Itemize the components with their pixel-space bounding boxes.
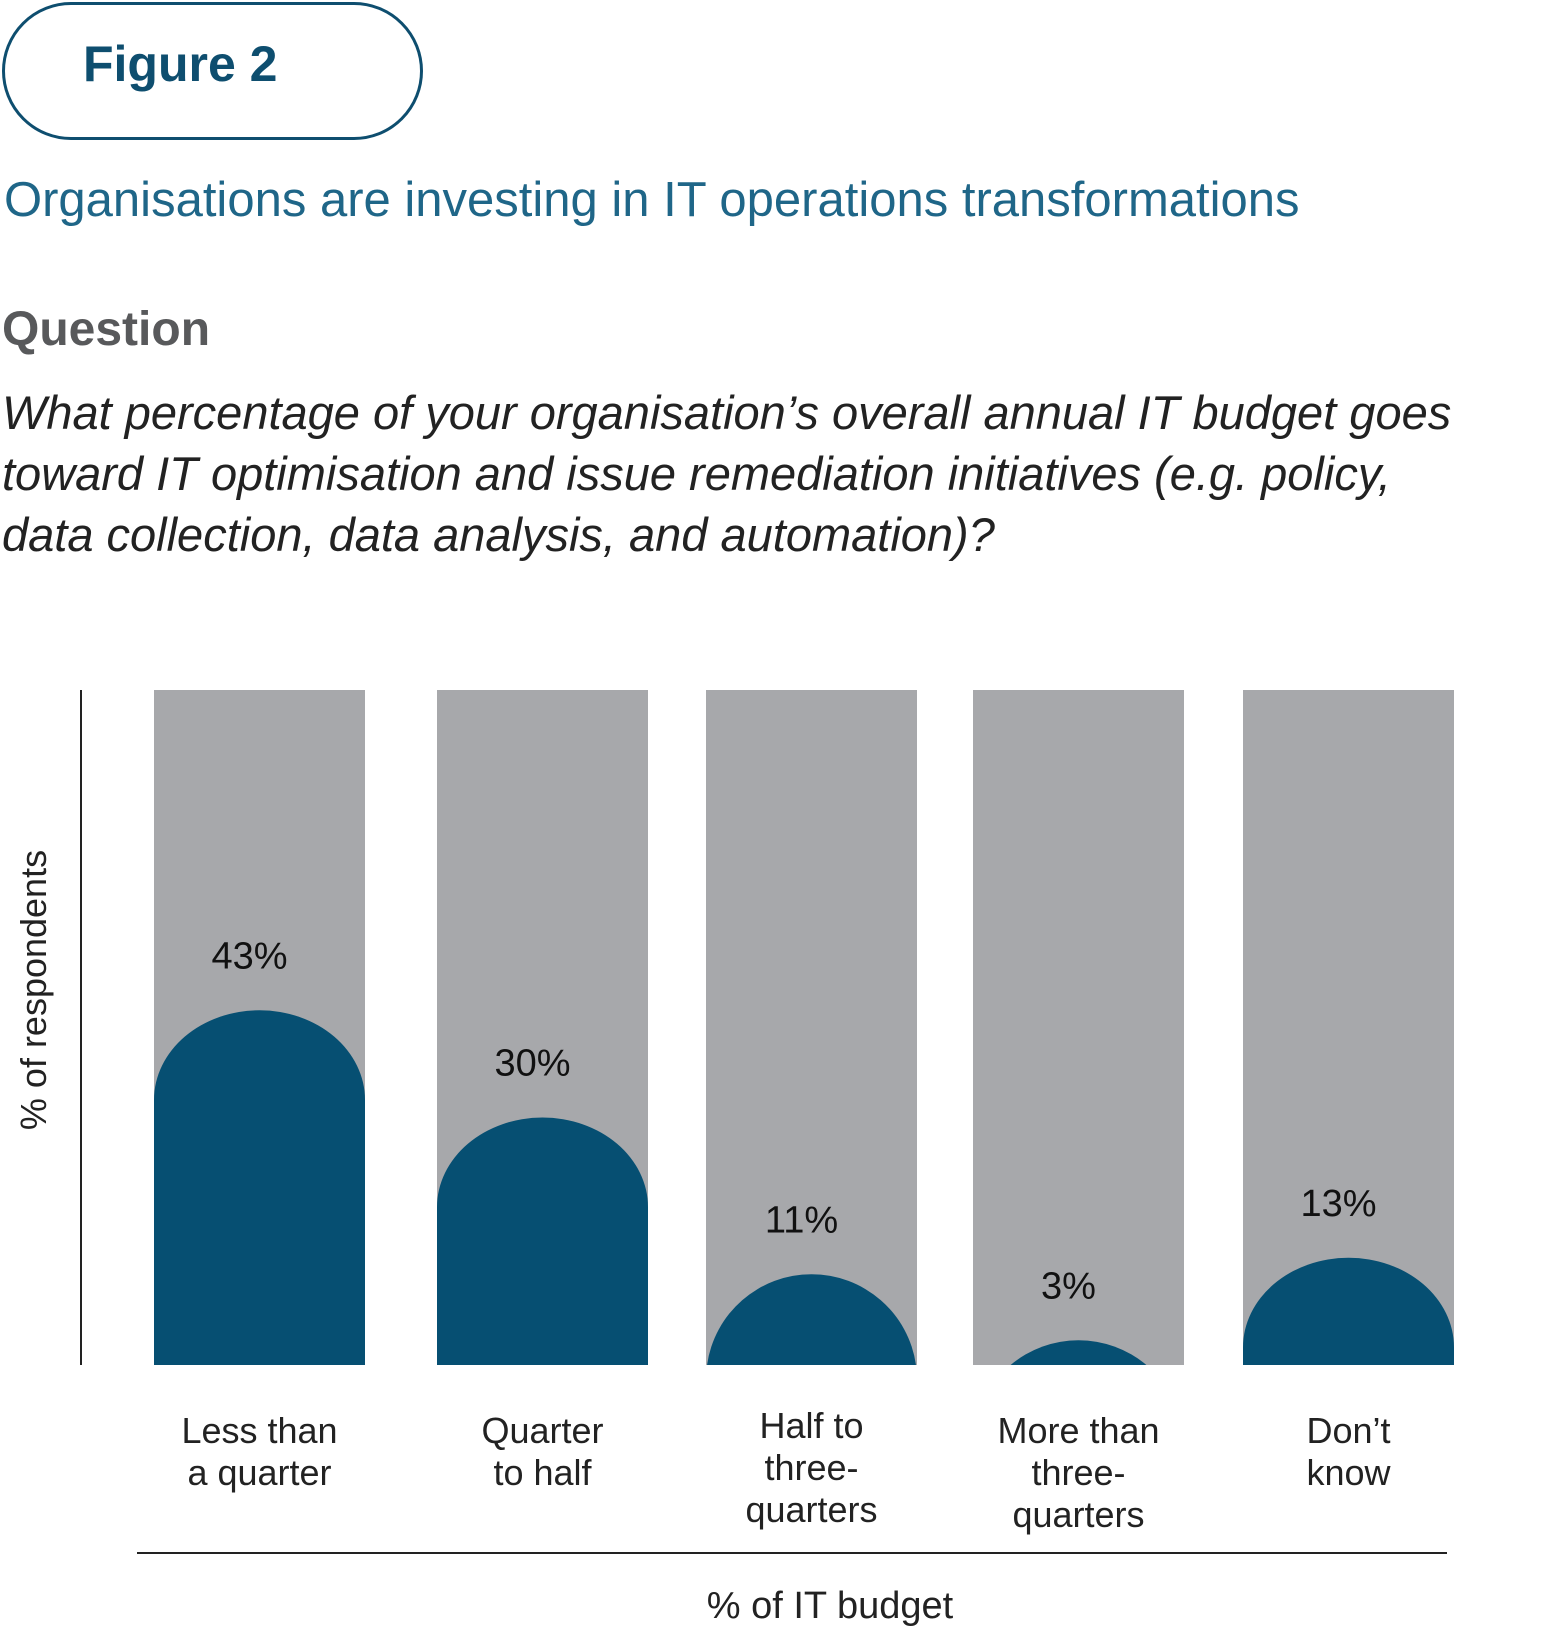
question-line-2: toward IT optimisation and issue remedia… [2, 447, 1391, 500]
category-label-1: Less than a quarter [140, 1410, 380, 1494]
category-label-5: Don’t know [1229, 1410, 1469, 1494]
bar-2 [437, 1117, 648, 1365]
category-label-line: three- [764, 1447, 859, 1488]
y-axis-title: % of respondents [13, 849, 54, 1131]
data-label-3: 11% [765, 1199, 838, 1241]
category-label-line: Less than [181, 1410, 338, 1451]
category-label-line: quarters [1012, 1494, 1145, 1535]
data-label-5: 13% [1300, 1183, 1376, 1225]
bar-1 [154, 1010, 365, 1365]
chart-subtitle: Organisations are investing in IT operat… [4, 173, 1300, 227]
category-label-line: Don’t [1306, 1410, 1391, 1451]
category-label-line: a quarter [187, 1452, 332, 1493]
category-label-line: know [1306, 1452, 1391, 1493]
data-label-4: 3% [1041, 1265, 1096, 1307]
figure-label: Figure 2 [83, 36, 278, 92]
category-label-line: Quarter [481, 1410, 604, 1451]
bar-5 [1243, 1257, 1454, 1365]
category-label-line: three- [1031, 1452, 1126, 1493]
category-label-2: Quarter to half [423, 1410, 663, 1494]
category-label-4: More than three-quarters [959, 1410, 1199, 1536]
question-line-3: data collection, data analysis, and auto… [2, 508, 995, 561]
x-axis-title: % of IT budget [706, 1585, 954, 1627]
data-label-2: 30% [494, 1043, 570, 1085]
data-label-1: 43% [211, 935, 287, 977]
bar-4 [1010, 1340, 1147, 1365]
category-label-line: More than [997, 1410, 1160, 1451]
bar-3 [707, 1274, 916, 1365]
question-line-1: What percentage of your organisation’s o… [2, 386, 1452, 439]
category-label-line: Half to [759, 1405, 864, 1446]
category-label-line: quarters [745, 1489, 878, 1530]
question-heading: Question [2, 303, 211, 356]
bar-background-5 [1243, 690, 1454, 1365]
figure-badge: Figure 2 [2, 2, 423, 140]
bar-background-3 [706, 690, 917, 1365]
category-label-3: Half to three-quarters [692, 1405, 932, 1531]
bar-background-4 [973, 690, 1184, 1365]
question-text: What percentage of your organisation’s o… [2, 382, 1554, 565]
category-label-line: to half [493, 1452, 592, 1493]
